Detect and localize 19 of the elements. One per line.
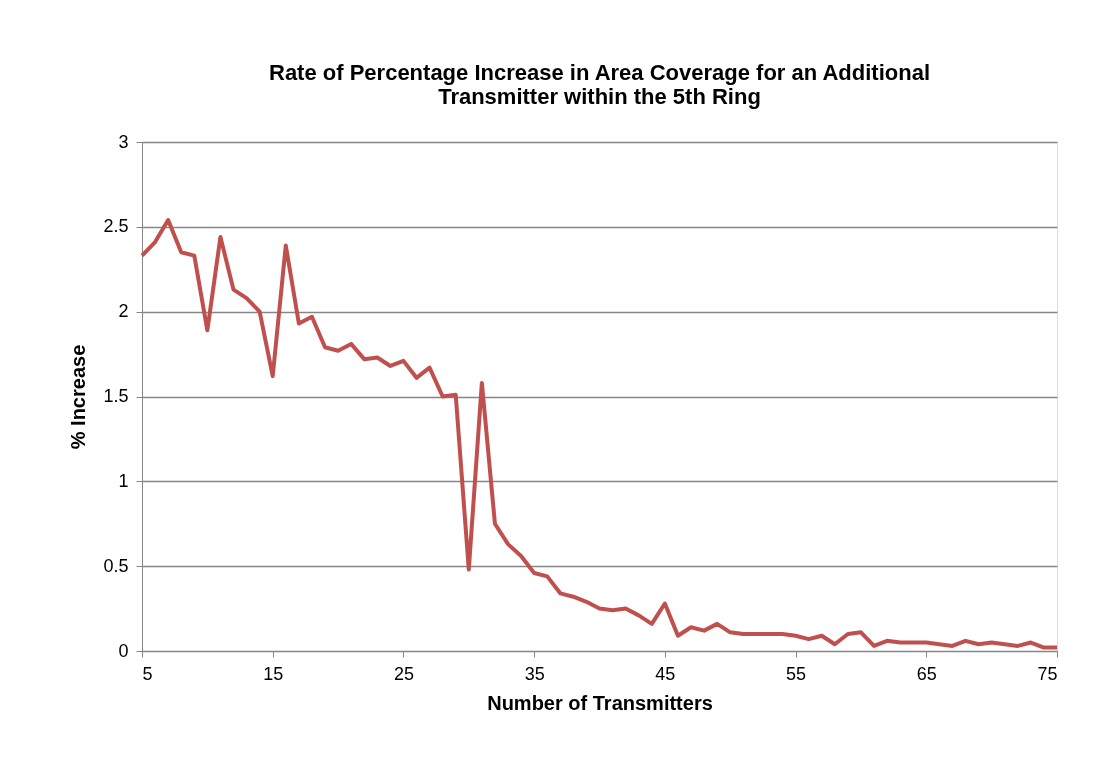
x-axis-title: Number of Transmitters <box>487 691 713 714</box>
y-tick-label: 1 <box>118 470 129 491</box>
y-tick-label: 2 <box>118 301 129 322</box>
y-tick-label: 0 <box>118 640 129 661</box>
x-tick-label: 35 <box>524 663 545 684</box>
x-tick-label: 25 <box>393 663 414 684</box>
x-tick-label: 5 <box>142 663 153 684</box>
x-tick-label: 75 <box>1037 663 1058 684</box>
text: Rate of Percentage Increase in Area Coverage for an Additional <box>268 60 931 85</box>
x-tick-label: 55 <box>786 663 807 684</box>
y-tick-label: 2.5 <box>103 216 129 237</box>
y-tick-label: 0.5 <box>103 555 129 576</box>
y-axis-title: % Increase <box>67 344 90 450</box>
x-tick-label: 45 <box>655 663 676 684</box>
x-tick-label: 65 <box>916 663 937 684</box>
y-tick-label: 3 <box>118 131 129 152</box>
y-tick-label: 1.5 <box>103 386 129 406</box>
x-tick-label: 15 <box>263 663 284 684</box>
text: Transmitter within the 5th Ring <box>438 84 761 109</box>
